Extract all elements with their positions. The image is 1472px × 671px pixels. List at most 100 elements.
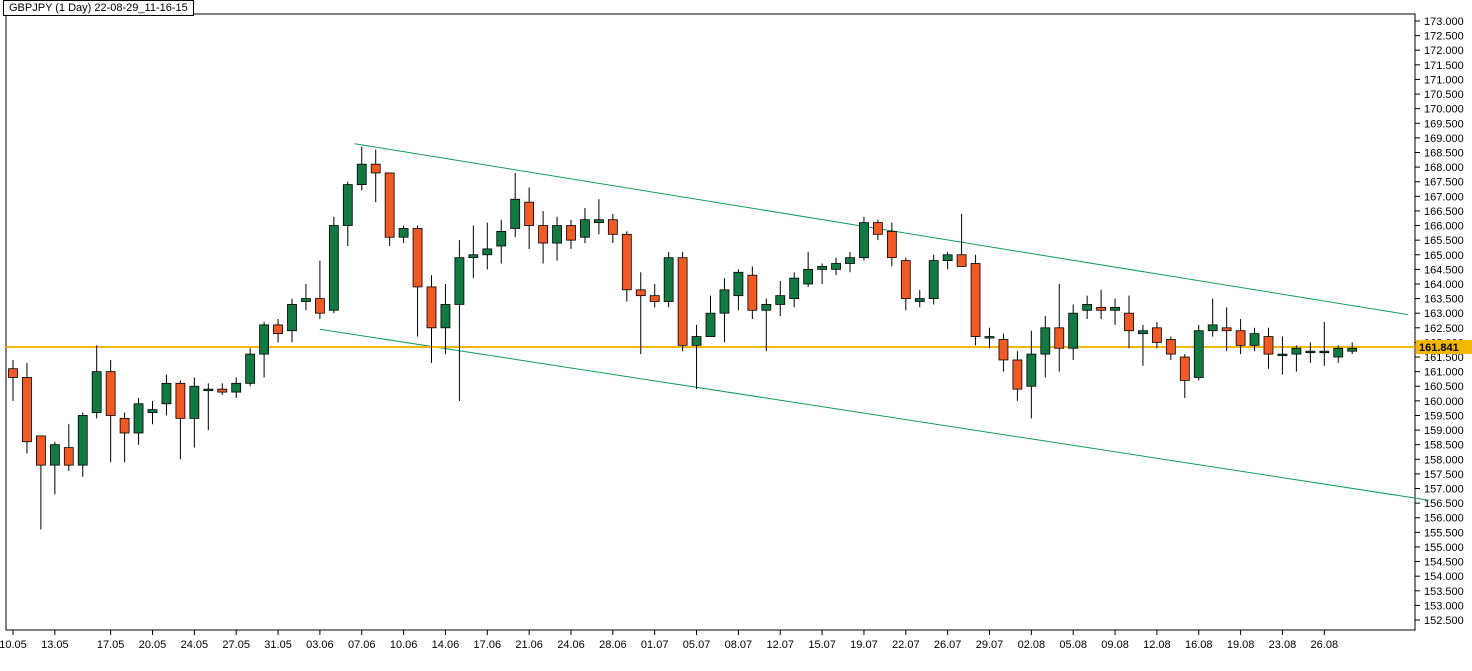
candle-down [1124,312,1134,332]
y-tick-label: 160.500 [1424,381,1464,393]
y-tick-label: 173.000 [1424,16,1464,28]
y-tick-label: 158.500 [1424,440,1464,452]
x-tick-label: 20.05 [139,639,167,651]
candle-up [1110,306,1120,311]
candle-up [719,289,730,314]
candle-up [1277,353,1288,357]
candle-up [914,298,925,302]
x-tick-label: 21.06 [515,639,543,651]
y-tick-label: 158.000 [1424,454,1464,466]
y-tick-label: 153.000 [1424,600,1464,612]
y-tick-label: 159.500 [1424,410,1464,422]
chart-title: GBPJPY (1 Day) 22-08-29_11-16-15 [3,0,194,16]
candle-up [1068,312,1079,349]
y-tick-label: 155.500 [1424,527,1464,539]
candle-down [970,263,981,337]
y-tick-label: 165.500 [1424,235,1464,247]
x-tick-label: 19.08 [1227,639,1255,651]
candle-up [775,295,786,305]
candle-up [287,304,297,332]
candle-up [1138,330,1148,335]
y-tick-label: 152.500 [1424,615,1464,627]
candle-up [691,336,702,346]
candle-up [1305,350,1316,354]
candle-down [1152,327,1162,343]
x-tick-label: 10.05 [0,639,27,651]
y-tick-label: 167.500 [1424,177,1464,189]
y-tick-label: 157.000 [1424,484,1464,496]
candle-up [440,304,451,329]
candle-down [105,371,116,416]
candle-down [1165,339,1176,355]
candle-down [175,382,186,419]
candle-down [1179,356,1190,381]
candle-down [524,201,535,226]
candle-up [482,248,493,256]
candle-up [496,230,507,247]
candle-up [594,219,604,224]
candle-down [22,377,32,443]
candle-up [831,263,841,270]
candle-down [384,172,395,238]
candle-down [538,225,548,244]
y-tick-label: 170.500 [1424,89,1464,101]
x-tick-label: 23.08 [1269,639,1297,651]
candle-down [621,233,632,291]
x-tick-label: 13.05 [41,639,69,651]
candle-down [1221,327,1232,332]
x-tick-label: 24.06 [557,639,585,651]
candle-down [607,219,618,235]
x-tick-label: 09.08 [1101,639,1129,651]
candle-up [454,257,465,305]
y-tick-label: 164.500 [1424,264,1464,276]
candle-up [761,304,772,311]
x-tick-label: 15.07 [808,639,836,651]
x-tick-label: 05.08 [1059,639,1087,651]
candle-up [161,382,172,405]
x-tick-label: 07.06 [348,639,376,651]
y-tick-label: 156.000 [1424,513,1464,525]
x-tick-label: 01.07 [641,639,669,651]
y-tick-label: 165.000 [1424,250,1464,262]
candle-down [1235,330,1246,346]
candle-up [468,254,479,259]
candle-down [8,368,18,378]
candle-up [1193,330,1204,378]
candle-down [217,388,228,393]
x-tick-label: 16.08 [1185,639,1213,651]
candle-up [189,385,200,419]
y-tick-label: 153.500 [1424,586,1464,598]
x-tick-label: 26.07 [934,639,962,651]
x-tick-label: 10.06 [390,639,418,651]
x-tick-label: 14.06 [432,639,460,651]
candle-down [370,163,381,174]
candle-up [231,382,242,393]
x-tick-label: 05.07 [683,639,711,651]
y-tick-label: 163.500 [1424,294,1464,306]
candle-up [147,409,158,413]
candle-up [984,336,995,339]
x-tick-label: 17.06 [474,639,502,651]
x-tick-label: 31.05 [264,639,292,651]
y-tick-label: 161.000 [1424,367,1464,379]
candle-down [412,228,423,288]
y-tick-label: 170.000 [1424,104,1464,116]
x-tick-label: 17.05 [97,639,125,651]
candle-up [77,415,88,466]
candle-down [900,260,911,299]
candle-up [356,163,367,186]
candle-down [1054,327,1065,349]
candle-up [328,225,339,311]
candle-up [1333,347,1344,358]
current-price-label: 161.841 [1419,342,1459,354]
candle-up [942,254,953,262]
x-tick-label: 12.07 [766,639,794,651]
x-tick-label: 22.07 [892,639,920,651]
candle-down [873,222,883,235]
candle-down [886,230,897,259]
candle-down [36,435,46,466]
candle-up [705,312,716,337]
candle-down [747,274,758,311]
